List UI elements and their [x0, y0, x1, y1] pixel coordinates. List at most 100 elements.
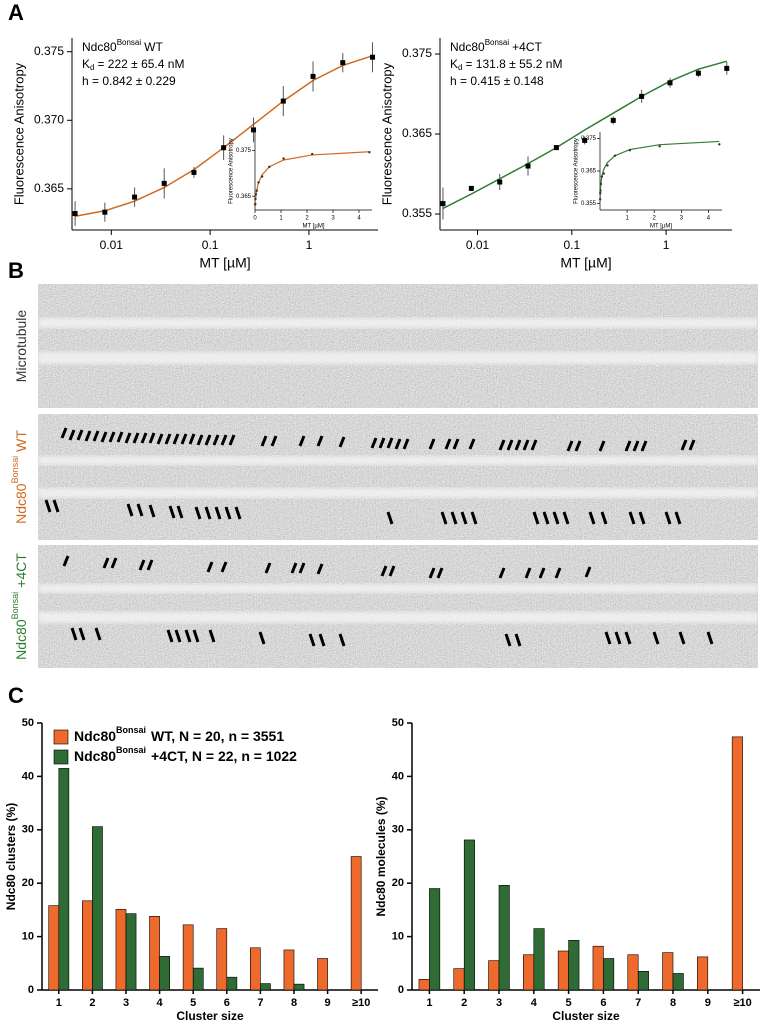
- y-tick-label: 0.365: [34, 181, 64, 195]
- legend-name: Ndc80: [74, 728, 116, 744]
- point: [191, 169, 197, 175]
- point: [280, 98, 286, 104]
- inset-point: [628, 149, 632, 152]
- y-tick-label: 0.365: [402, 126, 432, 140]
- inset-point: [260, 175, 264, 178]
- inset-point: [254, 197, 257, 201]
- bar: [603, 958, 615, 991]
- legend-rest: WT, N = 20, n = 3551: [151, 728, 284, 744]
- y-tick-label: 40: [392, 770, 404, 782]
- inset-point: [268, 165, 271, 169]
- inset-point: [598, 198, 602, 201]
- label-sup: Bonsai: [10, 456, 20, 484]
- inset-y-tick-label: 0.375: [236, 148, 252, 154]
- y-axis-label: Fluorescence Anisotropy: [11, 62, 26, 205]
- point: [161, 180, 167, 186]
- inset-y-tick-label: 0.375: [581, 136, 597, 142]
- annotation-sup: Bonsai: [485, 38, 510, 47]
- bar: [149, 916, 160, 991]
- inset-y-label: Fluorescence Anisotropy: [229, 138, 235, 204]
- bar: [350, 856, 362, 991]
- x-tick-label: 3: [496, 997, 502, 1009]
- annotation: h = 0.415 ± 0.148: [450, 74, 544, 88]
- inset-fit-line: [254, 151, 370, 206]
- x-tick-label: ≥10: [352, 997, 370, 1009]
- label-sup: Bonsai: [10, 592, 20, 620]
- micrograph-label: Ndc80Bonsai WT: [10, 430, 28, 524]
- x-tick-label: 4: [157, 997, 164, 1009]
- inset-point: [599, 182, 603, 186]
- inset-point: [255, 189, 258, 192]
- x-tick-label: 0.1: [202, 238, 219, 252]
- x-tick-label: 1: [426, 997, 432, 1009]
- annotation-suffix: WT: [144, 40, 163, 54]
- inset-x-tick-label: 3: [331, 216, 335, 222]
- inset-x-tick-label: 4: [707, 216, 711, 222]
- fit-line: [442, 60, 727, 210]
- point: [72, 211, 78, 217]
- x-tick-label: 7: [257, 997, 263, 1009]
- bar: [293, 983, 305, 991]
- legend-sup: Bonsai: [116, 725, 146, 735]
- inset-x-label: MT [µM]: [302, 224, 324, 230]
- bar: [557, 950, 569, 991]
- x-tick-label: 8: [670, 997, 676, 1009]
- x-tick-label: 8: [291, 997, 297, 1009]
- inset-y-tick-label: 0.355: [581, 201, 597, 207]
- y-tick-label: 20: [392, 877, 404, 889]
- point: [582, 137, 588, 143]
- bar: [159, 956, 170, 991]
- point: [695, 70, 701, 76]
- panel-letter: C: [8, 683, 24, 708]
- panel-letter: B: [8, 258, 24, 283]
- mt-wall: [38, 352, 758, 364]
- annotation-kd: K: [450, 57, 458, 71]
- x-tick-label: 4: [531, 997, 538, 1009]
- y-tick-label: 20: [22, 877, 34, 889]
- annotation-sup: Bonsai: [117, 38, 142, 47]
- point: [724, 65, 730, 71]
- bar: [488, 960, 500, 991]
- label-suffix: +4CT: [13, 553, 29, 588]
- x-tick-label: 0.01: [466, 238, 490, 252]
- legend-swatch: [53, 729, 69, 745]
- y-tick-label: 0: [28, 984, 34, 996]
- bar: [260, 983, 271, 991]
- inset-point: [257, 181, 260, 184]
- bar: [283, 949, 295, 991]
- x-tick-label: 1: [56, 997, 62, 1009]
- bar: [533, 928, 545, 991]
- bar: [731, 736, 743, 991]
- point: [610, 117, 616, 123]
- y-axis-label: Ndc80 clusters (%): [4, 803, 18, 910]
- x-tick-label: 5: [190, 997, 196, 1009]
- y-tick-label: 40: [22, 770, 34, 782]
- bar: [463, 839, 475, 991]
- bar: [250, 947, 261, 991]
- y-tick-label: 30: [392, 824, 404, 836]
- point: [251, 127, 257, 133]
- label-text: Microtubule: [13, 310, 29, 383]
- inset-y-tick-label: 0.365: [581, 169, 597, 175]
- label-text: Ndc80: [13, 619, 29, 660]
- y-tick-label: 30: [22, 824, 34, 836]
- annotation-kd-sub: d: [458, 63, 462, 72]
- bar: [592, 945, 604, 991]
- micrograph-image: [38, 284, 758, 408]
- inset-point: [606, 164, 609, 167]
- x-axis-label: MT [µM]: [199, 255, 250, 271]
- inset-point: [613, 154, 617, 157]
- y-tick-label: 10: [22, 931, 34, 943]
- ndc80-marker: [44, 427, 696, 525]
- micrograph-image: [38, 545, 758, 668]
- legend-rest: +4CT, N = 22, n = 1022: [151, 748, 297, 764]
- point: [440, 201, 446, 207]
- bar: [498, 885, 510, 991]
- bar: [662, 952, 674, 991]
- x-tick-label: 5: [566, 997, 572, 1009]
- bar: [418, 979, 430, 991]
- x-tick-label: 9: [705, 997, 711, 1009]
- bar: [453, 968, 465, 991]
- bar: [226, 976, 238, 991]
- micrograph-image: [38, 414, 758, 540]
